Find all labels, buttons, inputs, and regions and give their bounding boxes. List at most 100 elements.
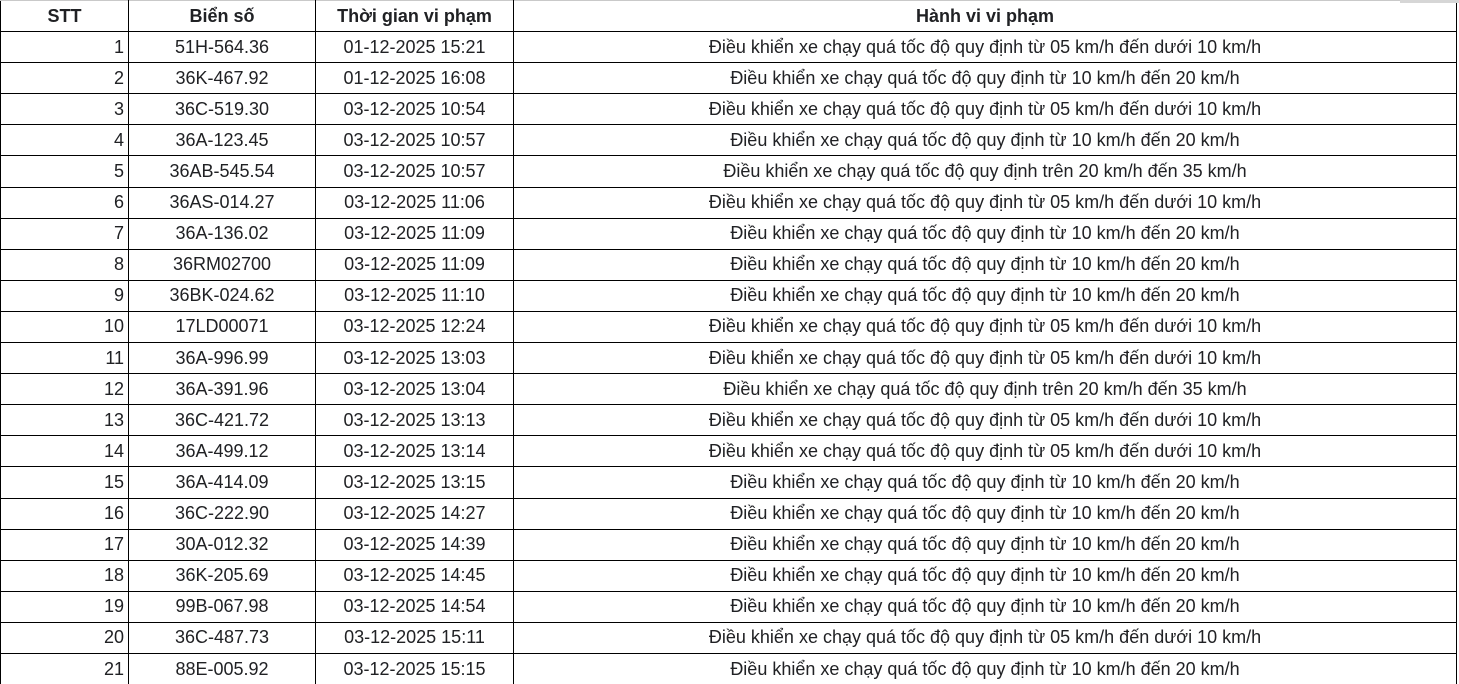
table-row: 1 51H-564.36 01-12-2025 15:21 Điều khiển xe…: [0, 31, 1457, 64]
cell-stt: 5: [0, 155, 129, 188]
cell-plate: 36BK-024.62: [128, 279, 316, 312]
cell-stt: 8: [0, 248, 129, 281]
cell-stt: 20: [0, 621, 129, 654]
cell-time: 03-12-2025 12:24: [315, 310, 514, 344]
table-row: 17 30A-012.32 03-12-2025 14:39 Điều khiển x…: [0, 528, 1457, 561]
header-row: STT Biển số Thời gian vi phạm Hành vi vi…: [0, 0, 1457, 33]
cell-stt: 19: [0, 590, 129, 623]
cell-violation: Điều khiển xe chạy quá tốc độ quy định t…: [513, 93, 1457, 126]
cell-stt: 7: [0, 217, 129, 250]
cell-time: 03-12-2025 13:04: [315, 373, 514, 406]
cell-stt: 15: [0, 466, 129, 499]
cell-stt: 3: [0, 93, 129, 126]
cell-violation: Điều khiển xe chạy quá tốc độ quy định t…: [513, 155, 1457, 188]
cell-stt: 21: [0, 652, 129, 684]
table-row: 9 36BK-024.62 03-12-2025 11:10 Điều khiển x…: [0, 279, 1457, 312]
cell-time: 01-12-2025 16:08: [315, 62, 514, 95]
table-row: 12 36A-391.96 03-12-2025 13:04 Điều khiển x…: [0, 373, 1457, 406]
cell-plate: 99B-067.98: [128, 590, 316, 623]
cell-stt: 18: [0, 559, 129, 592]
table-row: 10 17LD00071 03-12-2025 12:24 Điều khiển xe…: [0, 310, 1457, 344]
column-header-plate: Biển số: [128, 0, 316, 33]
cell-plate: 17LD00071: [128, 310, 316, 344]
cell-time: 03-12-2025 14:45: [315, 559, 514, 592]
column-header-violation: Hành vi vi phạm: [513, 0, 1457, 33]
cell-time: 03-12-2025 13:14: [315, 435, 514, 468]
cell-plate: 36A-414.09: [128, 466, 316, 499]
table-row: 3 36C-519.30 03-12-2025 10:54 Điều khiển xe…: [0, 93, 1457, 126]
cell-stt: 14: [0, 435, 129, 468]
cell-plate: 30A-012.32: [128, 528, 316, 561]
table-row: 20 36C-487.73 03-12-2025 15:11 Điều khiển x…: [0, 621, 1457, 654]
cell-time: 01-12-2025 15:21: [315, 31, 514, 64]
cell-violation: Điều khiển xe chạy quá tốc độ quy định t…: [513, 31, 1457, 64]
cell-time: 03-12-2025 14:39: [315, 528, 514, 561]
cell-stt: 17: [0, 528, 129, 561]
table-row: 5 36AB-545.54 03-12-2025 10:57 Điều khiển x…: [0, 155, 1457, 188]
cell-plate: 36C-519.30: [128, 93, 316, 126]
cell-time: 03-12-2025 11:09: [315, 217, 514, 250]
cell-time: 03-12-2025 13:03: [315, 342, 514, 375]
cell-violation: Điều khiển xe chạy quá tốc độ quy định t…: [513, 404, 1457, 437]
column-header-stt: STT: [0, 0, 129, 33]
cell-plate: 36RM02700: [128, 248, 316, 281]
cell-time: 03-12-2025 10:54: [315, 93, 514, 126]
cell-violation: Điều khiển xe chạy quá tốc độ quy định t…: [513, 342, 1457, 375]
cell-plate: 36A-136.02: [128, 217, 316, 250]
cell-plate: 36A-391.96: [128, 373, 316, 406]
cell-time: 03-12-2025 13:15: [315, 466, 514, 499]
cell-time: 03-12-2025 10:57: [315, 155, 514, 188]
table-row: 19 99B-067.98 03-12-2025 14:54 Điều khiển x…: [0, 590, 1457, 623]
table-row: 4 36A-123.45 03-12-2025 10:57 Điều khiển xe…: [0, 124, 1457, 157]
cell-violation: Điều khiển xe chạy quá tốc độ quy định t…: [513, 124, 1457, 157]
cell-violation: Điều khiển xe chạy quá tốc độ quy định t…: [513, 373, 1457, 406]
cell-violation: Điều khiển xe chạy quá tốc độ quy định t…: [513, 590, 1457, 623]
table-row: 2 36K-467.92 01-12-2025 16:08 Điều khiển xe…: [0, 62, 1457, 95]
cell-plate: 36A-996.99: [128, 342, 316, 375]
table-row: 8 36RM02700 03-12-2025 11:09 Điều khiển xe …: [0, 248, 1457, 281]
table-row: 14 36A-499.12 03-12-2025 13:14 Điều khiển x…: [0, 435, 1457, 468]
cell-time: 03-12-2025 14:27: [315, 497, 514, 530]
cell-plate: 36A-499.12: [128, 435, 316, 468]
cell-plate: 36AS-014.27: [128, 186, 316, 219]
cell-stt: 6: [0, 186, 129, 219]
cell-time: 03-12-2025 11:06: [315, 186, 514, 219]
cell-violation: Điều khiển xe chạy quá tốc độ quy định t…: [513, 621, 1457, 654]
cell-plate: 51H-564.36: [128, 31, 316, 64]
cell-time: 03-12-2025 10:57: [315, 124, 514, 157]
cell-stt: 12: [0, 373, 129, 406]
cell-stt: 10: [0, 310, 129, 344]
cell-plate: 36AB-545.54: [128, 155, 316, 188]
cell-violation: Điều khiển xe chạy quá tốc độ quy định t…: [513, 279, 1457, 312]
table-row: 15 36A-414.09 03-12-2025 13:15 Điều khiển x…: [0, 466, 1457, 499]
cell-plate: 36K-205.69: [128, 559, 316, 592]
cell-time: 03-12-2025 11:09: [315, 248, 514, 281]
cell-plate: 36C-222.90: [128, 497, 316, 530]
cell-time: 03-12-2025 15:11: [315, 621, 514, 654]
cell-time: 03-12-2025 13:13: [315, 404, 514, 437]
cell-plate: 36A-123.45: [128, 124, 316, 157]
table-row: 11 36A-996.99 03-12-2025 13:03 Điều khiển x…: [0, 342, 1457, 375]
cell-violation: Điều khiển xe chạy quá tốc độ quy định t…: [513, 62, 1457, 95]
cell-stt: 1: [0, 31, 129, 64]
cell-violation: Điều khiển xe chạy quá tốc độ quy định t…: [513, 186, 1457, 219]
screen-edge-artifact: [1400, 0, 1459, 3]
cell-stt: 2: [0, 62, 129, 95]
table-row: 6 36AS-014.27 03-12-2025 11:06 Điều khiển x…: [0, 186, 1457, 219]
cell-time: 03-12-2025 14:54: [315, 590, 514, 623]
table-row: 7 36A-136.02 03-12-2025 11:09 Điều khiển xe…: [0, 217, 1457, 250]
cell-stt: 11: [0, 342, 129, 375]
cell-stt: 16: [0, 497, 129, 530]
cell-violation: Điều khiển xe chạy quá tốc độ quy định t…: [513, 310, 1457, 344]
table-row: 16 36C-222.90 03-12-2025 14:27 Điều khiển x…: [0, 497, 1457, 530]
table-body: 1 51H-564.36 01-12-2025 15:21 Điều khiển xe…: [0, 31, 1457, 684]
cell-plate: 88E-005.92: [128, 652, 316, 684]
cell-plate: 36C-487.73: [128, 621, 316, 654]
cell-violation: Điều khiển xe chạy quá tốc độ quy định t…: [513, 497, 1457, 530]
cell-violation: Điều khiển xe chạy quá tốc độ quy định t…: [513, 435, 1457, 468]
cell-stt: 13: [0, 404, 129, 437]
cell-violation: Điều khiển xe chạy quá tốc độ quy định t…: [513, 652, 1457, 684]
cell-time: 03-12-2025 15:15: [315, 652, 514, 684]
